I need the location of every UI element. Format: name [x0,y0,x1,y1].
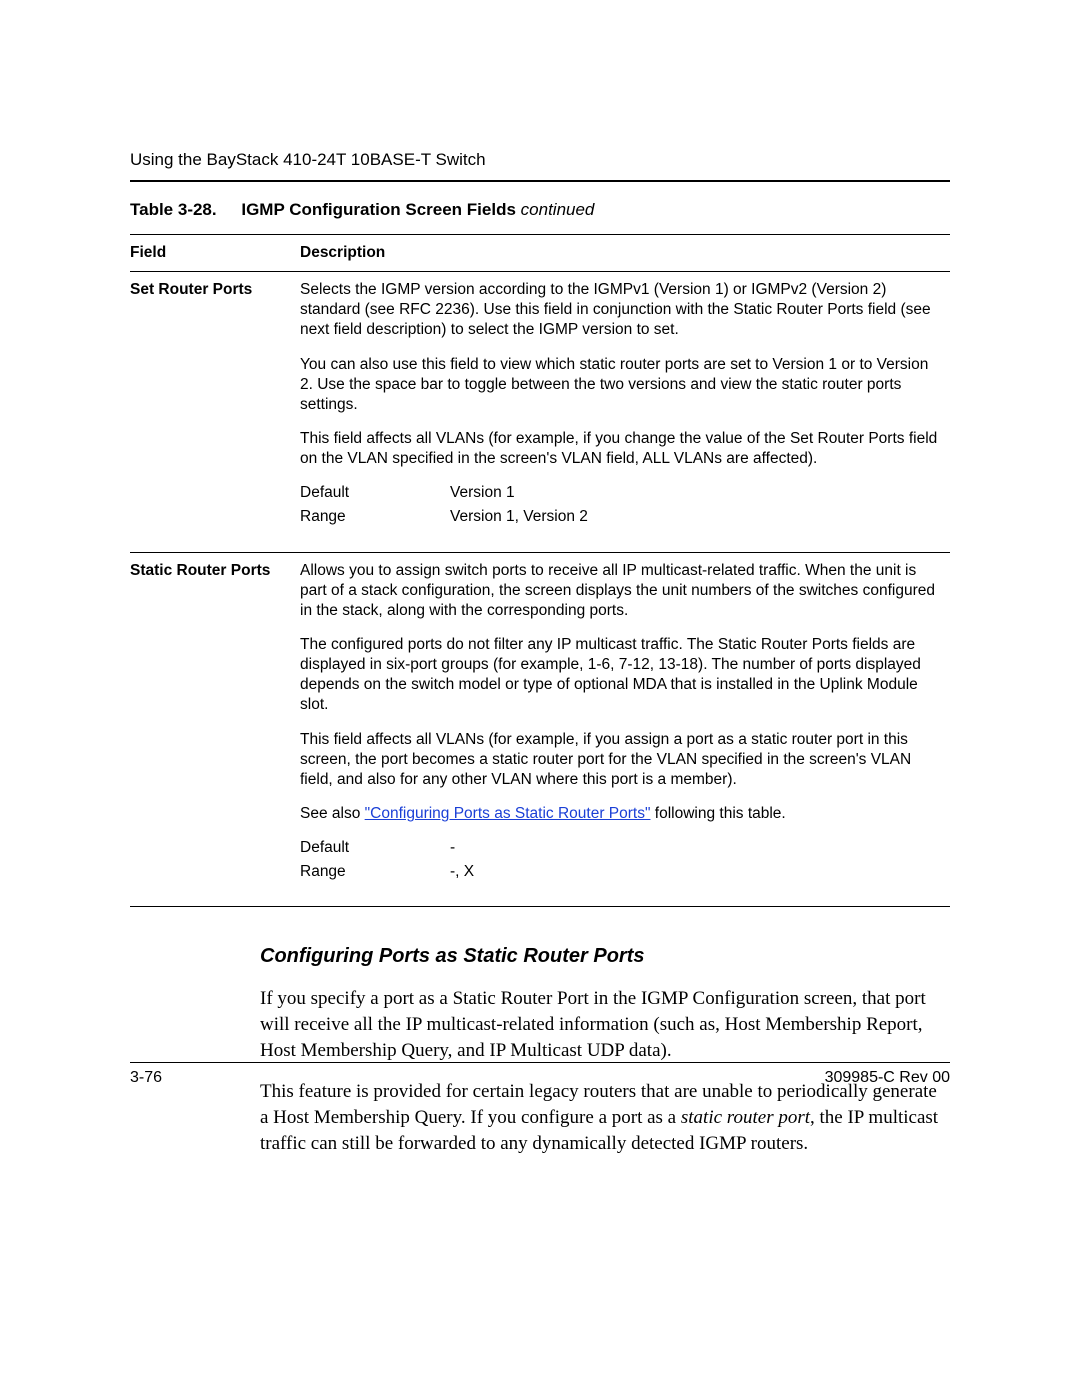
desc-para: You can also use this field to view whic… [300,355,940,415]
desc-para: This field affects all VLANs (for exampl… [300,730,940,790]
see-also: See also "Configuring Ports as Static Ro… [300,804,940,824]
body-paragraph: If you specify a port as a Static Router… [260,986,950,1063]
range-label: Range [300,862,450,882]
document-page: Using the BayStack 410-24T 10BASE-T Swit… [0,0,1080,1397]
table-continued: continued [521,200,595,219]
table-row: Static Router Ports Allows you to assign… [130,552,950,892]
col-field: Field [130,235,300,272]
table-row: Set Router Ports Selects the IGMP versio… [130,272,950,538]
section-heading: Configuring Ports as Static Router Ports [260,945,950,968]
running-head: Using the BayStack 410-24T 10BASE-T Swit… [130,150,950,170]
footer-rule [130,1062,950,1063]
table-title-text: IGMP Configuration Screen Fields [241,200,516,219]
default-label: Default [300,483,450,503]
row-separator [130,538,950,553]
default-row: Default Version 1 [300,483,940,503]
default-row: Default - [300,838,940,858]
range-value: -, X [450,862,474,882]
table-title: IGMP Configuration Screen Fields continu… [241,200,594,219]
page-number: 3-76 [130,1069,162,1087]
range-row: Range Version 1, Version 2 [300,507,940,527]
desc-para: The configured ports do not filter any I… [300,635,940,716]
doc-number: 309985-C Rev 00 [825,1069,950,1087]
desc-para: Selects the IGMP version according to th… [300,280,940,340]
range-label: Range [300,507,450,527]
default-value: - [450,838,455,858]
body-paragraph: This feature is provided for certain leg… [260,1079,950,1156]
field-name: Static Router Ports [130,552,300,892]
field-description: Allows you to assign switch ports to rec… [300,552,950,892]
see-also-link[interactable]: "Configuring Ports as Static Router Port… [365,805,651,822]
table-caption: Table 3-28. IGMP Configuration Screen Fi… [130,200,950,220]
field-name: Set Router Ports [130,272,300,538]
table-number: Table 3-28. [130,200,217,219]
desc-para: This field affects all VLANs (for exampl… [300,429,940,469]
range-value: Version 1, Version 2 [450,507,588,527]
header-rule [130,180,950,182]
default-label: Default [300,838,450,858]
fields-table: Field Description Set Router Ports Selec… [130,235,950,907]
row-separator [130,892,950,907]
page-footer: 3-76 309985-C Rev 00 [130,1062,950,1087]
body-text-italic: static router port [681,1107,810,1128]
range-row: Range -, X [300,862,940,882]
see-also-pre: See also [300,805,365,822]
field-description: Selects the IGMP version according to th… [300,272,950,538]
desc-para: Allows you to assign switch ports to rec… [300,561,940,621]
col-description: Description [300,235,950,272]
see-also-post: following this table. [650,805,785,822]
default-value: Version 1 [450,483,515,503]
